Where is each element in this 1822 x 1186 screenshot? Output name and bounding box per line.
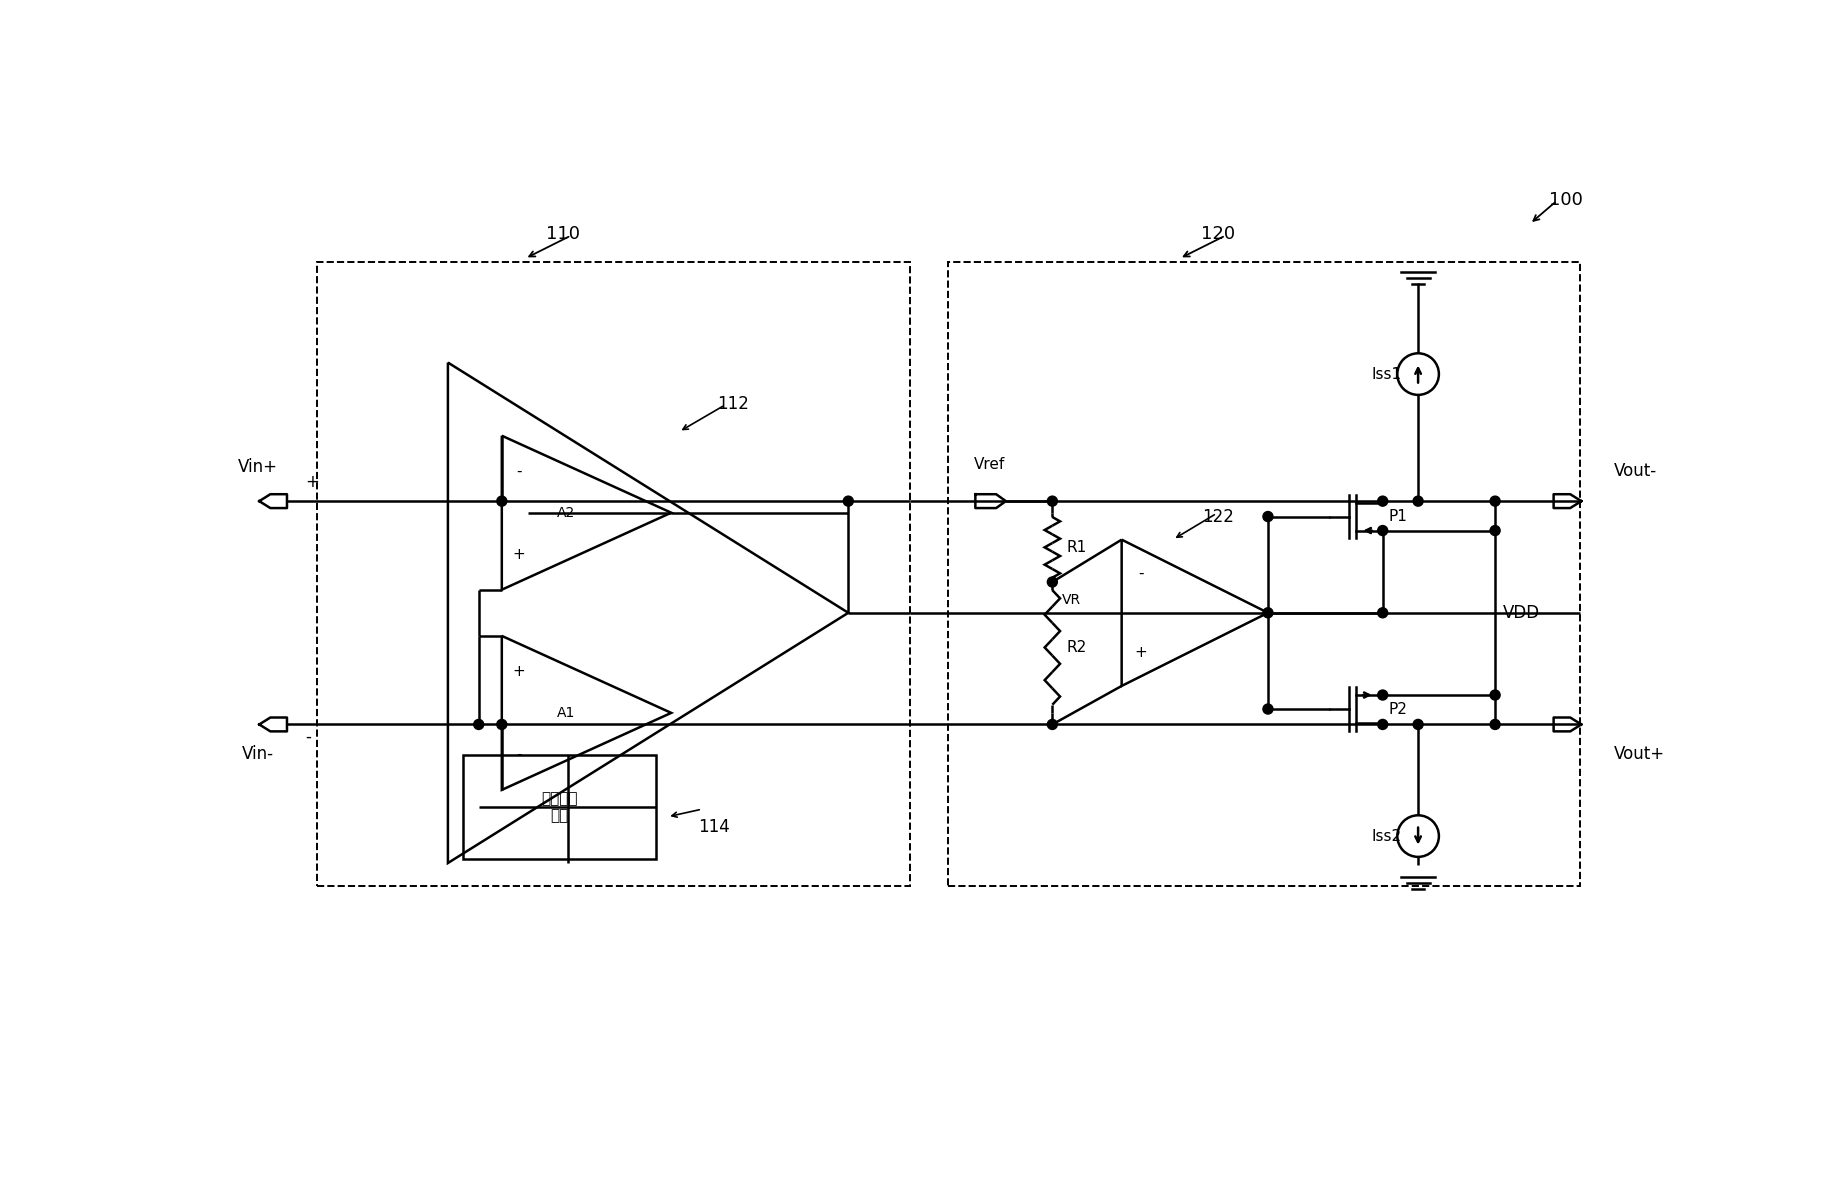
Circle shape [1048,576,1057,587]
Text: -: - [1139,566,1144,581]
Bar [949,262,1580,886]
Circle shape [1414,720,1423,729]
Circle shape [1490,525,1500,536]
Circle shape [1490,496,1500,506]
Circle shape [497,496,507,506]
Circle shape [1377,525,1388,536]
Text: Iss1: Iss1 [1372,366,1403,382]
Text: VDD: VDD [1503,604,1540,621]
Text: -: - [516,464,521,479]
Bar [463,755,656,859]
Circle shape [1414,496,1423,506]
Circle shape [1048,720,1057,729]
Text: 偏置控制
单元: 偏置控制 单元 [541,791,578,823]
Text: P2: P2 [1388,702,1408,716]
Text: Vin-: Vin- [242,745,273,763]
Text: Vref: Vref [973,457,1006,472]
Text: A2: A2 [558,505,576,519]
Bar [317,262,909,886]
Text: Vout-: Vout- [1614,463,1656,480]
Text: 120: 120 [1201,225,1235,243]
Text: R1: R1 [1066,540,1086,555]
Text: +: + [512,547,525,562]
Text: -: - [306,727,312,745]
Text: VR: VR [1062,593,1080,606]
Text: +: + [1135,645,1148,659]
Text: 110: 110 [547,225,581,243]
Text: Iss2: Iss2 [1372,829,1403,843]
Circle shape [1377,720,1388,729]
Circle shape [1263,511,1274,522]
Text: +: + [306,473,319,491]
Text: 122: 122 [1203,508,1233,527]
Text: Vout+: Vout+ [1614,745,1665,763]
Text: R2: R2 [1066,640,1086,655]
Circle shape [1377,690,1388,700]
Text: A1: A1 [558,706,576,720]
Text: 112: 112 [718,395,749,413]
Circle shape [474,720,483,729]
Text: 100: 100 [1549,191,1583,209]
Circle shape [1377,607,1388,618]
Circle shape [497,720,507,729]
Circle shape [1490,690,1500,700]
Circle shape [1048,496,1057,506]
Text: Vin+: Vin+ [237,458,277,476]
Circle shape [1490,720,1500,729]
Text: -: - [516,747,521,761]
Text: P1: P1 [1388,509,1408,524]
Circle shape [1263,607,1274,618]
Circle shape [844,496,853,506]
Text: +: + [512,664,525,678]
Circle shape [1263,704,1274,714]
Text: 114: 114 [698,818,731,836]
Circle shape [1377,496,1388,506]
